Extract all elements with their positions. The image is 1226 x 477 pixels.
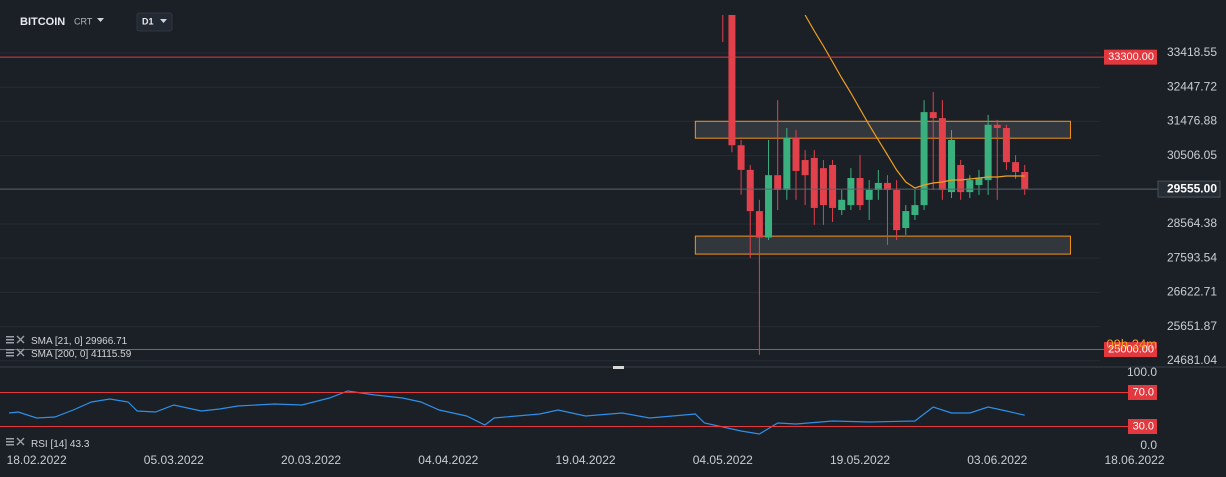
indicator-name: RSI [14] <box>31 439 67 450</box>
legend-icons <box>6 335 25 446</box>
candle-body <box>883 182 891 190</box>
date-tick-label: 19.04.2022 <box>556 453 616 467</box>
rsi-level-label: 30.0 <box>1133 420 1154 432</box>
date-tick-label: 03.06.2022 <box>967 453 1027 467</box>
date-tick-label: 05.03.2022 <box>144 453 204 467</box>
rsi-tick-label: 100.0 <box>1127 365 1157 379</box>
candle-body <box>829 164 837 208</box>
candle-body <box>911 205 919 215</box>
candle-body <box>874 182 882 190</box>
level-label: 33300.00 <box>1108 51 1154 63</box>
price-tick-label: 24681.04 <box>1167 353 1217 367</box>
last-price-box <box>1157 180 1221 198</box>
price-tick-label: 27593.54 <box>1167 250 1217 264</box>
price-tick-label: 33418.55 <box>1167 45 1217 59</box>
level-label: 25000.00 <box>1108 343 1154 355</box>
timeframe[interactable]: D1 <box>142 16 154 26</box>
candle-body <box>902 211 910 229</box>
candle-body <box>929 112 937 119</box>
candle-body <box>1012 162 1020 173</box>
price-tick-label: 30506.05 <box>1167 148 1217 162</box>
indicator-name: SMA [21, 0] <box>31 336 83 347</box>
indicator-legend: RSI [14] 43.3 <box>31 439 90 450</box>
candle-body <box>957 164 965 193</box>
price-zone <box>694 235 1071 255</box>
dropdown-arrow[interactable] <box>97 18 104 22</box>
countdown: 09h 24m <box>1106 336 1157 351</box>
resize-handle[interactable] <box>613 366 624 369</box>
candle-body <box>819 168 827 206</box>
candle-body <box>984 124 992 181</box>
candle-body <box>810 157 818 208</box>
date-tick-label: 18.02.2022 <box>7 453 67 467</box>
rsi-tick-label: 0.0 <box>1140 438 1157 452</box>
candle-body <box>966 180 974 193</box>
price-tick-label: 26622.71 <box>1167 285 1217 299</box>
candle-body <box>801 160 809 176</box>
indicator-legend: SMA [200, 0] 41115.59 <box>31 349 132 360</box>
indicator-value: 41115.59 <box>91 349 132 360</box>
indicator-value: 29966.71 <box>85 336 127 347</box>
indicator-name: SMA [200, 0] <box>31 349 88 360</box>
last-price-label: 29555.00 <box>1167 181 1217 195</box>
date-tick-label: 20.03.2022 <box>281 453 341 467</box>
candle-body <box>737 145 745 170</box>
candle-body <box>847 177 855 206</box>
date-tick-label: 19.05.2022 <box>830 453 890 467</box>
candle-body <box>774 175 782 190</box>
price-zone <box>694 120 1071 139</box>
sma-line <box>804 15 1025 189</box>
price-tick-label: 32447.72 <box>1167 79 1217 93</box>
candle-body <box>865 189 873 200</box>
rsi-level-label: 70.0 <box>1133 386 1154 398</box>
price-tick-label: 28564.38 <box>1167 216 1217 230</box>
price-tick-label: 25651.87 <box>1167 319 1217 333</box>
date-tick-label: 18.06.2022 <box>1104 453 1164 467</box>
candle-body <box>893 189 901 231</box>
instrument-type: CRT <box>74 16 93 26</box>
timeframe-button[interactable] <box>136 12 173 32</box>
candle-body <box>975 177 983 186</box>
candle-body <box>783 137 791 190</box>
indicator-value: 43.3 <box>70 439 90 450</box>
candle-body <box>948 139 956 193</box>
date-tick-label: 04.04.2022 <box>418 453 478 467</box>
candle-body <box>755 211 763 238</box>
rsi-line <box>9 390 1025 435</box>
candle-body <box>993 124 1001 128</box>
candle-body <box>792 137 800 171</box>
price-tick-label: 31476.88 <box>1167 114 1217 128</box>
date-tick-label: 04.05.2022 <box>693 453 753 467</box>
indicator-legend: SMA [21, 0] 29966.71 <box>31 336 128 347</box>
candle-body <box>746 169 754 212</box>
level-label-box <box>1104 342 1157 358</box>
symbol[interactable]: BITCOIN <box>20 16 65 28</box>
level-label-box <box>1104 49 1157 65</box>
candle-body <box>938 118 946 190</box>
candle-body <box>765 175 773 238</box>
candle-body <box>856 177 864 206</box>
candle-body <box>1021 172 1029 190</box>
rsi-level-box <box>1128 385 1157 400</box>
candle-body <box>838 199 846 211</box>
dropdown-arrow[interactable] <box>160 19 167 23</box>
candle-body <box>1002 127 1010 163</box>
candle-body <box>920 112 928 206</box>
rsi-level-box <box>1128 419 1157 434</box>
candle-body <box>728 15 736 146</box>
